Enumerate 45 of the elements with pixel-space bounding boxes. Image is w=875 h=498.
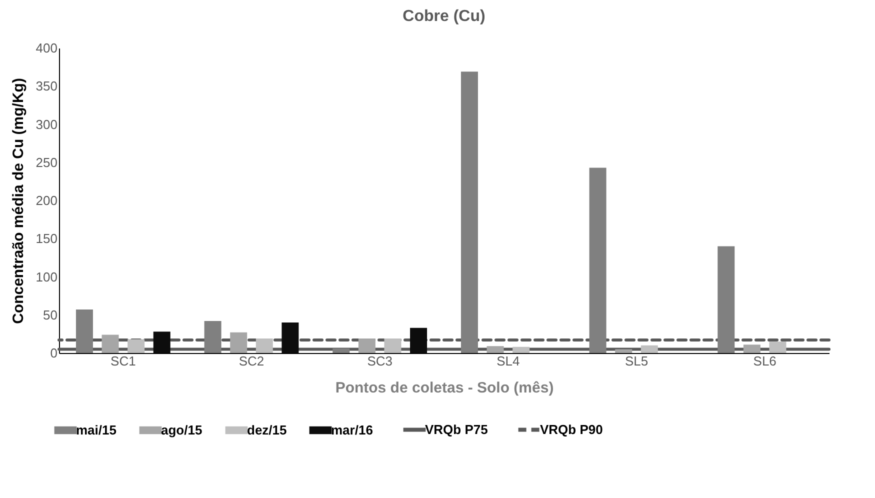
legend-label: mai/15 (76, 422, 116, 438)
bar (460, 72, 478, 353)
bar (230, 332, 248, 353)
bar (410, 328, 428, 353)
y-tick-label: 0 (50, 346, 58, 360)
bar (256, 338, 273, 353)
bar (512, 346, 530, 353)
bar (384, 338, 402, 353)
y-tick-label: 300 (36, 116, 58, 132)
y-tick-label: 350 (36, 78, 58, 94)
legend-label: VRQb P90 (540, 422, 603, 437)
x-tick-label: SL6 (753, 354, 776, 368)
y-tick-label: 50 (43, 307, 58, 322)
y-tick-label: 250 (36, 154, 58, 170)
bar (640, 345, 658, 353)
bar (102, 334, 119, 353)
legend-label: dez/15 (247, 422, 287, 438)
x-tick-label: SC3 (367, 354, 392, 368)
bar (486, 346, 504, 353)
x-axis-title: Pontos de coletas - Solo (mês) (335, 380, 554, 396)
bar (153, 332, 170, 353)
y-tick-label: 100 (36, 269, 58, 284)
bar (615, 349, 632, 353)
bar (589, 168, 606, 353)
legend-label: VRQb P75 (425, 422, 488, 437)
legend-label: ago/15 (161, 422, 202, 438)
y-axis-title: Concentraão média de Cu (mg/Kg) (10, 78, 27, 324)
chart-title: Cobre (Cu) (402, 8, 486, 25)
legend-label: mar/16 (331, 422, 373, 438)
bar (358, 338, 376, 353)
x-tick-label: SL5 (624, 354, 648, 368)
bar (332, 348, 350, 353)
y-tick-label: 150 (36, 231, 58, 246)
bar (282, 322, 299, 353)
y-tick-label: 400 (36, 40, 58, 56)
bar (128, 339, 145, 353)
x-tick-label: SC1 (110, 354, 136, 368)
bar (204, 320, 222, 353)
bar (76, 310, 93, 353)
bar (718, 246, 735, 353)
x-tick-label: SC2 (238, 354, 264, 368)
x-tick-label: SL4 (496, 354, 520, 368)
bar (769, 342, 786, 353)
y-tick-label: 200 (36, 193, 58, 208)
bar (743, 344, 760, 353)
